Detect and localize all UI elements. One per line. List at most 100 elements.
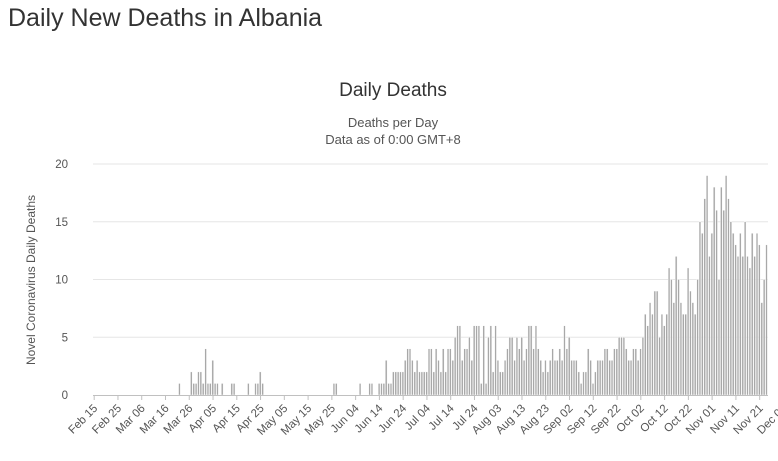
bar <box>584 371 587 396</box>
bar <box>530 325 533 396</box>
y-tick-label: 5 <box>62 332 68 344</box>
bar <box>691 302 694 396</box>
bar <box>575 360 578 396</box>
bar <box>406 348 409 396</box>
bar <box>634 348 637 396</box>
bar <box>435 348 438 396</box>
bar <box>734 244 737 396</box>
bar <box>261 383 264 396</box>
bar <box>703 198 706 396</box>
bar <box>751 233 754 396</box>
bar <box>425 371 428 396</box>
bar <box>465 348 469 396</box>
bar <box>613 348 616 396</box>
bar <box>620 337 623 396</box>
bar <box>206 383 210 396</box>
bar <box>534 325 538 396</box>
bar <box>247 383 250 396</box>
bar <box>744 221 747 396</box>
bar <box>418 371 421 396</box>
bar <box>755 233 759 396</box>
bar <box>499 371 502 396</box>
bar <box>484 383 488 396</box>
bar <box>684 313 687 396</box>
grid-lines <box>93 163 768 338</box>
bar <box>221 383 224 396</box>
bar <box>753 256 756 396</box>
chart-subtitle-line-2: Data as of 0:00 GMT+8 <box>325 132 460 147</box>
chart-subtitle-line-1: Deaths per Day <box>348 115 439 130</box>
bar <box>477 325 481 396</box>
bar <box>359 383 362 396</box>
bar <box>423 371 426 396</box>
bar <box>475 325 478 396</box>
bar <box>551 348 554 396</box>
bar <box>675 256 678 396</box>
bar <box>563 325 566 396</box>
bar <box>594 371 597 396</box>
bar <box>667 267 671 396</box>
bar <box>254 383 257 396</box>
bar <box>411 360 414 396</box>
bar <box>404 360 407 396</box>
bar <box>439 371 442 396</box>
bar <box>256 383 259 396</box>
bar <box>577 371 580 396</box>
bar <box>427 348 431 396</box>
bar <box>672 302 675 396</box>
bar <box>511 337 514 396</box>
bar <box>760 302 763 396</box>
bar <box>532 348 535 396</box>
bar <box>501 371 504 396</box>
chart-title: Daily Deaths <box>339 80 447 101</box>
bar <box>739 233 742 396</box>
bar <box>758 244 761 396</box>
bar <box>765 244 768 396</box>
bar <box>430 348 433 396</box>
bar <box>197 371 200 396</box>
bar-series <box>178 175 768 396</box>
bar <box>646 325 649 396</box>
bar <box>451 360 454 396</box>
bar <box>194 383 198 396</box>
bar <box>473 325 476 396</box>
bar <box>610 360 614 396</box>
bar <box>420 371 423 396</box>
bar <box>442 348 445 396</box>
bar <box>397 371 400 396</box>
bar <box>694 313 697 396</box>
bar <box>561 360 564 396</box>
bar <box>689 290 692 396</box>
bar <box>727 198 730 396</box>
bar <box>522 360 526 396</box>
bar <box>492 371 495 396</box>
bar <box>615 348 618 396</box>
bar <box>553 360 557 396</box>
bar <box>387 383 390 396</box>
bar <box>625 348 628 396</box>
bar <box>629 360 633 396</box>
bar <box>332 383 336 396</box>
bar <box>656 290 659 396</box>
bar <box>458 325 461 396</box>
bar <box>380 383 383 396</box>
bar <box>385 360 388 396</box>
bar <box>204 348 207 396</box>
bar <box>696 279 699 396</box>
bar <box>449 348 452 396</box>
y-tick-label: 15 <box>55 217 68 229</box>
bar <box>686 267 690 396</box>
bar <box>408 348 412 396</box>
bar <box>596 360 599 396</box>
bar <box>368 383 371 396</box>
bar <box>572 360 576 396</box>
bar <box>370 383 374 396</box>
bar <box>520 337 523 396</box>
bar <box>211 360 214 396</box>
bar <box>720 186 723 396</box>
bar <box>508 337 511 396</box>
bar <box>665 313 668 396</box>
bar <box>603 348 606 396</box>
